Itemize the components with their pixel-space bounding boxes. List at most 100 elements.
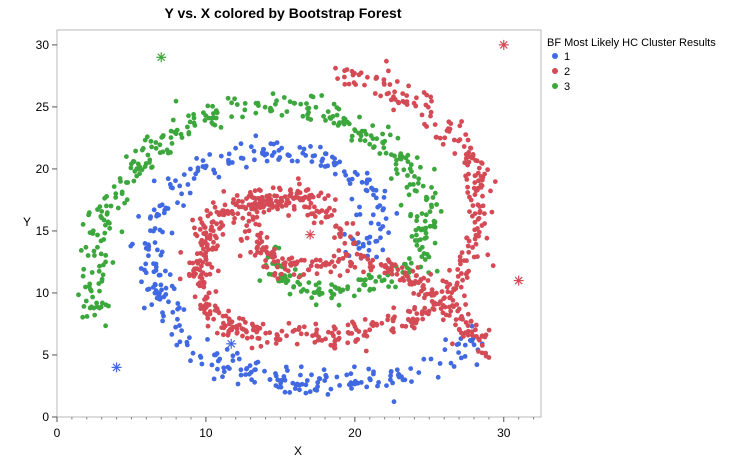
- point-series-1: [184, 342, 190, 348]
- point-series-1: [157, 203, 163, 209]
- point-series-3: [97, 263, 102, 269]
- point-series-1: [380, 207, 386, 213]
- legend-marker-1: [552, 53, 558, 59]
- point-series-2: [453, 322, 458, 328]
- point-series-3: [191, 115, 197, 121]
- point-series-2: [428, 271, 434, 277]
- point-series-3: [80, 273, 86, 279]
- point-series-3: [423, 225, 429, 231]
- point-series-2: [311, 220, 317, 226]
- point-series-2: [266, 198, 271, 204]
- y-axis: 0 5 10 15 20 25 30: [36, 38, 57, 424]
- point-series-2: [261, 245, 266, 251]
- point-series-2: [474, 187, 480, 193]
- point-series-1: [295, 158, 300, 164]
- point-series-2: [231, 197, 237, 202]
- point-series-2: [222, 202, 228, 208]
- point-series-2: [244, 335, 250, 341]
- point-series-2: [454, 302, 460, 307]
- point-series-2: [227, 327, 233, 332]
- point-series-2: [246, 211, 252, 217]
- point-series-2: [466, 171, 471, 177]
- point-series-2: [344, 221, 350, 226]
- point-series-1: [307, 389, 313, 395]
- point-series-1: [315, 384, 320, 389]
- point-series-1: [159, 287, 165, 293]
- point-series-3: [388, 176, 394, 182]
- point-series-3: [393, 161, 399, 167]
- point-series-2: [348, 234, 353, 240]
- point-series-2: [442, 135, 448, 141]
- point-series-1: [319, 158, 325, 164]
- point-series-1: [277, 155, 283, 160]
- point-series-1: [149, 302, 155, 308]
- point-series-2: [284, 333, 289, 339]
- point-series-3: [411, 182, 416, 187]
- point-series-2: [400, 91, 406, 96]
- point-series-2: [428, 113, 433, 119]
- point-series-2: [215, 268, 221, 274]
- point-series-1: [247, 363, 253, 368]
- point-series-1: [166, 299, 171, 305]
- point-series-1: [181, 307, 187, 312]
- point-series-3: [119, 191, 125, 197]
- point-series-2: [275, 264, 280, 270]
- point-series-1: [161, 210, 167, 216]
- point-series-3: [379, 278, 385, 284]
- point-series-1: [181, 172, 187, 178]
- point-series-2: [358, 70, 364, 76]
- point-series-3: [148, 138, 154, 144]
- point-series-3: [414, 242, 420, 248]
- point-series-2: [253, 202, 259, 208]
- point-series-2: [234, 193, 240, 198]
- point-series-3: [270, 91, 276, 97]
- point-series-3: [309, 295, 315, 301]
- point-series-3: [362, 138, 368, 144]
- point-series-2: [447, 267, 452, 273]
- point-series-2: [286, 320, 292, 326]
- point-series-2: [314, 208, 320, 214]
- point-series-1: [344, 372, 350, 378]
- point-series-2: [263, 330, 269, 336]
- point-series-3: [313, 302, 319, 308]
- point-series-3: [395, 135, 401, 141]
- point-series-2: [199, 263, 204, 269]
- point-series-1: [143, 261, 149, 267]
- point-series-3: [366, 272, 372, 278]
- point-series-2: [248, 249, 254, 255]
- point-series-1: [226, 151, 232, 157]
- point-series-2: [355, 337, 361, 342]
- point-series-1: [179, 191, 185, 197]
- point-series-2: [445, 289, 451, 295]
- point-series-1: [312, 153, 318, 159]
- point-series-3: [408, 162, 414, 168]
- point-series-2: [399, 265, 405, 270]
- point-series-2: [229, 209, 235, 214]
- point-series-2: [391, 305, 397, 311]
- point-series-3: [203, 113, 209, 118]
- point-series-2: [314, 271, 320, 277]
- point-series-3: [173, 98, 179, 104]
- point-series-3: [306, 110, 311, 115]
- point-series-2: [208, 232, 213, 238]
- point-series-2: [292, 195, 298, 200]
- point-series-2: [430, 306, 436, 311]
- point-series-2: [249, 334, 255, 340]
- point-series-1: [165, 206, 171, 211]
- point-series-1: [325, 392, 331, 397]
- point-series-2: [255, 335, 261, 341]
- point-series-3: [380, 131, 385, 137]
- point-series-2: [477, 210, 483, 216]
- point-series-2: [424, 92, 430, 98]
- point-series-3: [323, 118, 328, 123]
- point-series-3: [415, 238, 421, 243]
- point-series-2: [479, 333, 485, 339]
- point-series-1: [462, 342, 468, 348]
- point-series-2: [466, 249, 472, 255]
- point-series-2: [235, 211, 241, 217]
- point-series-1: [167, 272, 173, 277]
- x-tick-label: 20: [348, 426, 362, 440]
- point-series-2: [364, 333, 370, 339]
- point-series-2: [390, 326, 396, 331]
- point-series-2: [221, 189, 227, 194]
